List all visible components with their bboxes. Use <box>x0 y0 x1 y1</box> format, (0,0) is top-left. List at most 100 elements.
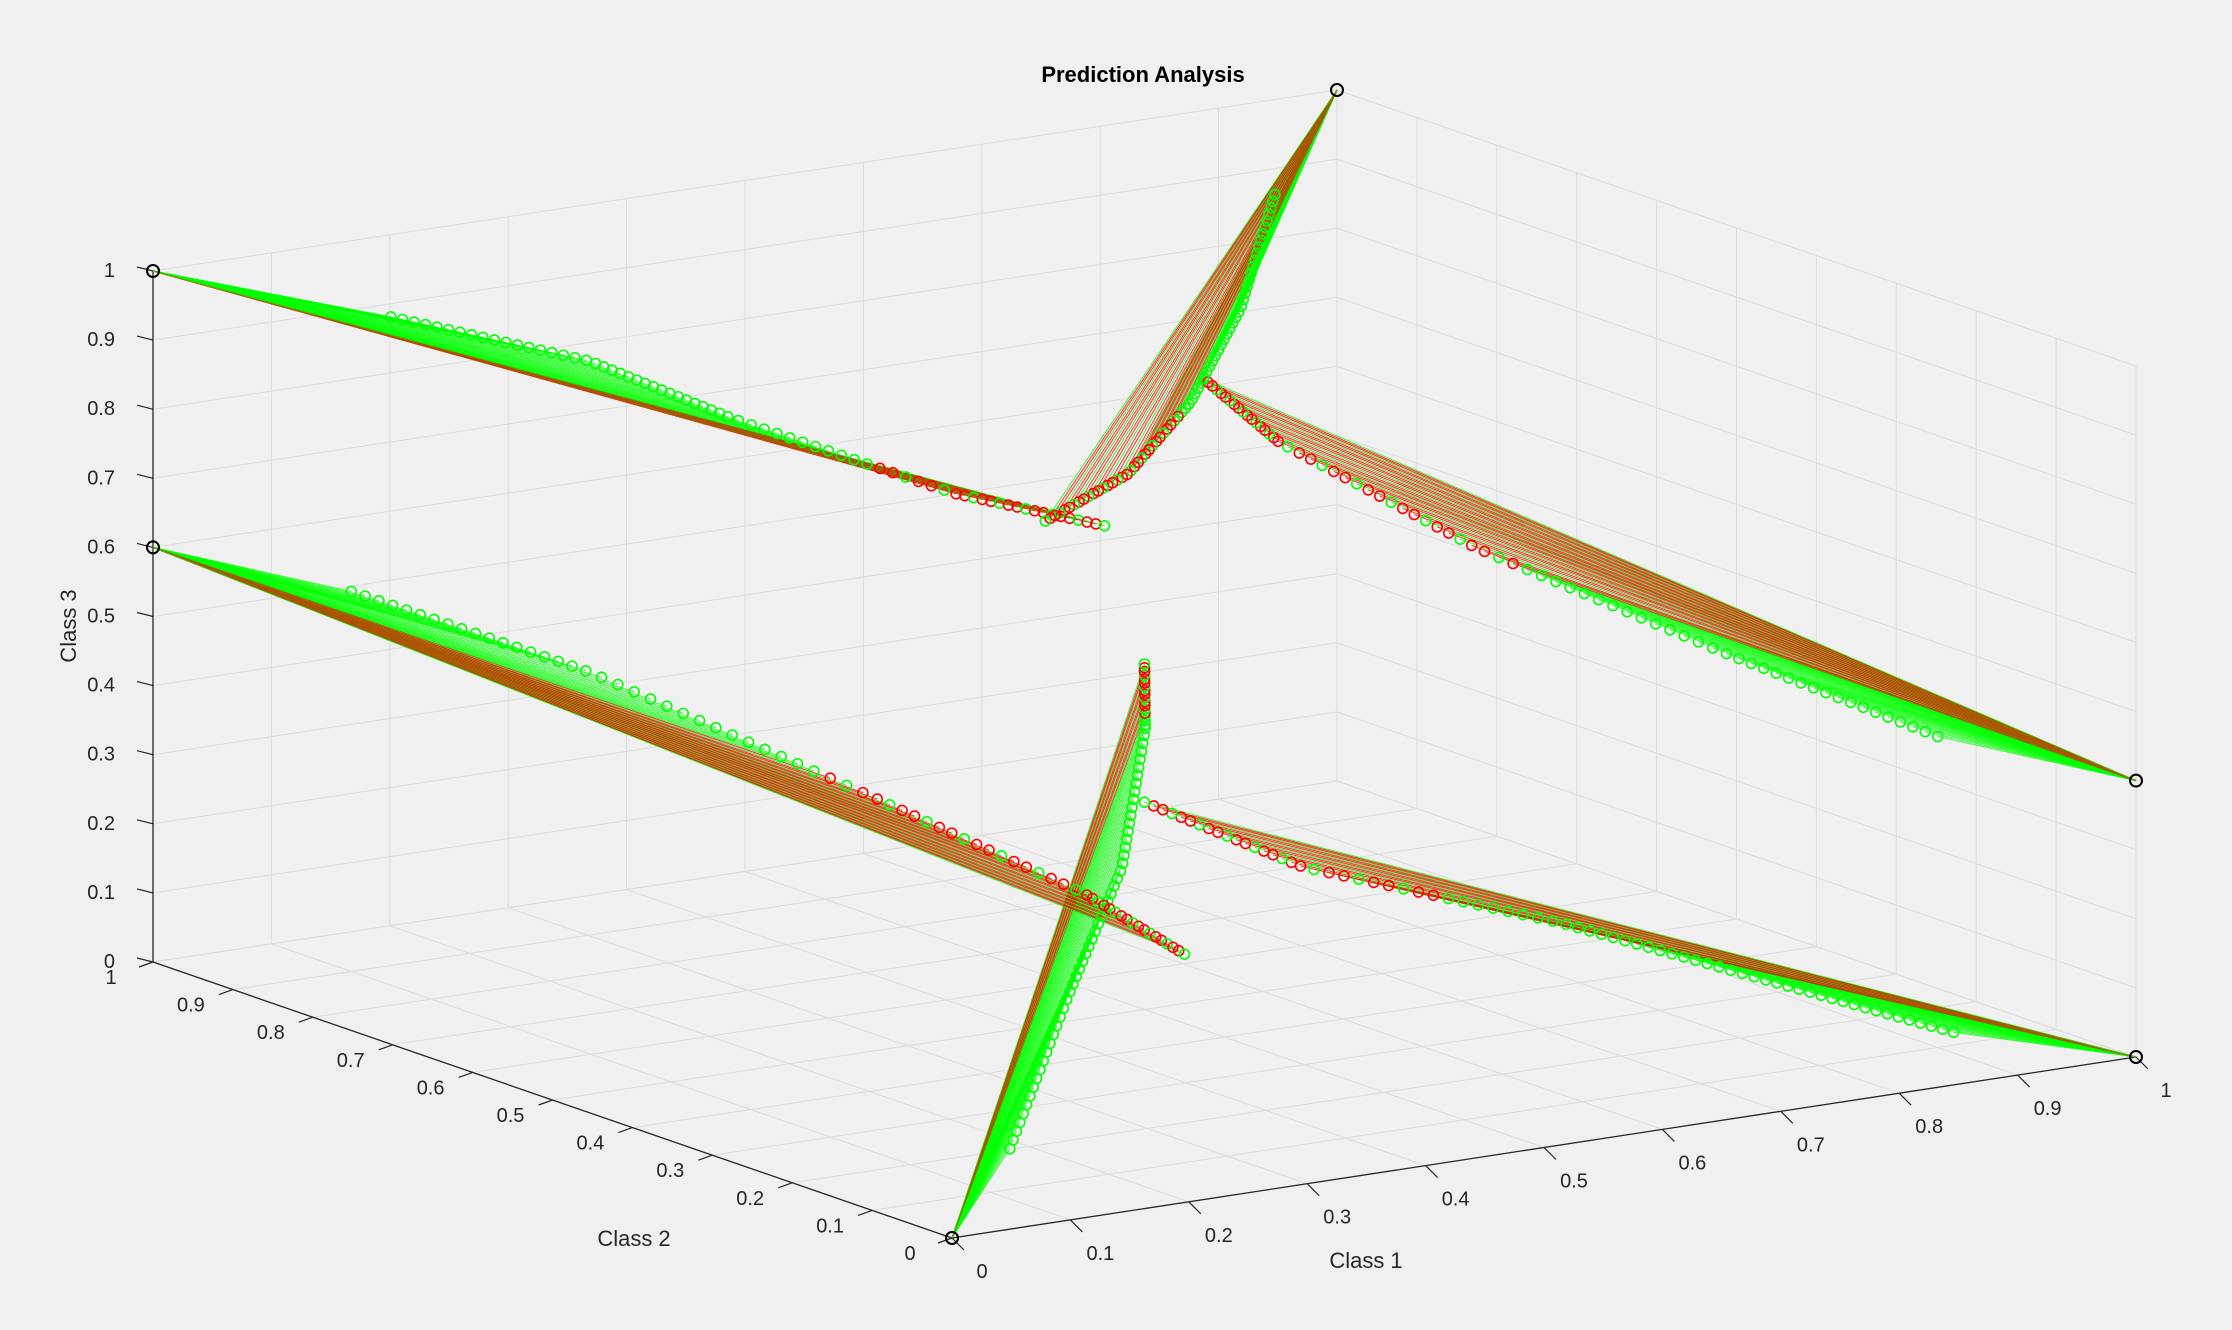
prediction-point <box>883 798 896 811</box>
prediction-point <box>1259 221 1271 234</box>
z-tick <box>136 335 154 341</box>
prediction-point <box>523 341 535 354</box>
prediction-point <box>677 707 689 720</box>
prediction-point <box>1936 1023 1949 1036</box>
prediction-point <box>721 410 734 423</box>
prediction-point <box>950 488 962 500</box>
prediction-point <box>1138 673 1151 685</box>
projection-line <box>152 270 1105 527</box>
prediction-point <box>1844 696 1857 709</box>
prediction-point <box>857 786 869 799</box>
prediction-point <box>1136 737 1149 750</box>
prediction-point <box>1560 918 1573 931</box>
prediction-point <box>1081 516 1093 528</box>
prediction-point <box>1011 501 1024 513</box>
prediction-point <box>1664 624 1676 636</box>
anchor-point <box>2129 773 2143 788</box>
prediction-point <box>1914 1017 1927 1029</box>
prediction-point <box>1832 691 1845 704</box>
prediction-point <box>1607 599 1619 612</box>
prediction-point <box>1098 899 1110 912</box>
prediction-point <box>373 594 385 607</box>
prediction-point <box>1859 1001 1872 1014</box>
prediction-point <box>710 721 722 734</box>
prediction-point <box>835 449 848 462</box>
prediction-point <box>1535 569 1548 582</box>
prediction-point <box>1804 986 1816 999</box>
prediction-point <box>1139 696 1151 708</box>
prediction-point <box>995 850 1008 862</box>
prediction-point <box>1882 711 1894 723</box>
prediction-point <box>1308 863 1320 876</box>
z-tick <box>136 404 154 410</box>
prediction-point <box>1478 545 1491 558</box>
x-tick-label: 0.1 <box>1086 1243 1114 1265</box>
prediction-point <box>1770 667 1783 679</box>
prediction-point <box>1114 865 1127 877</box>
prediction-point <box>732 414 745 427</box>
prediction-point <box>921 815 933 828</box>
prediction-point <box>1076 955 1089 968</box>
prediction-point <box>1079 948 1092 960</box>
prediction-point <box>775 750 787 763</box>
prediction-point <box>1257 228 1269 240</box>
chart-title: Prediction Analysis <box>1041 62 1244 87</box>
prediction-point <box>1095 910 1108 923</box>
x-tick-label: 0.7 <box>1797 1134 1825 1156</box>
prediction-point <box>791 758 804 770</box>
prediction-point <box>538 650 551 663</box>
prediction-point <box>1338 870 1350 882</box>
prediction-point <box>1815 989 1827 1002</box>
prediction-point <box>1215 338 1227 351</box>
prediction-point <box>1072 514 1085 526</box>
prediction-point <box>1507 557 1519 570</box>
prediction-point <box>1442 892 1455 905</box>
prediction-point <box>1837 995 1849 1008</box>
z-tick-label: 0.3 <box>87 744 115 766</box>
prediction-point <box>1267 195 1279 207</box>
prediction-point <box>414 608 427 621</box>
side-wall-grid-line <box>1336 296 2137 574</box>
prediction-point <box>1138 658 1151 670</box>
z-tick <box>136 750 154 756</box>
prediction-point <box>1396 502 1409 515</box>
prediction-point <box>758 423 770 436</box>
prediction-point <box>1595 928 1608 940</box>
prediction-point <box>933 821 946 834</box>
prediction-point <box>1126 917 1139 929</box>
floor-grid-line <box>232 808 1417 991</box>
prediction-point <box>871 793 884 805</box>
side-wall-grid-line <box>1336 158 2137 436</box>
prediction-point <box>557 349 570 362</box>
prediction-point <box>488 334 501 346</box>
prediction-point <box>1454 533 1467 546</box>
prediction-point <box>1123 817 1136 830</box>
y-tick <box>857 1209 873 1216</box>
prediction-point <box>1261 215 1273 227</box>
prediction-point <box>1807 681 1820 694</box>
back-wall-grid-line <box>152 89 1338 272</box>
prediction-point <box>1139 692 1151 704</box>
x-tick-label: 1 <box>2160 1080 2171 1102</box>
prediction-point <box>1063 512 1076 525</box>
prediction-point <box>1947 1026 1960 1039</box>
y-axis-label: Class 2 <box>597 1226 670 1251</box>
prediction-point <box>1126 801 1138 814</box>
y-tick <box>298 1016 314 1023</box>
z-tick-label: 1 <box>104 260 115 282</box>
z-tick <box>136 957 154 963</box>
prediction-point <box>500 336 512 349</box>
prediction-point <box>1178 948 1191 961</box>
y-tick-label: 0.9 <box>177 995 205 1017</box>
prediction-point <box>1086 892 1099 905</box>
prediction-point <box>1881 1007 1894 1020</box>
prediction-point <box>1353 873 1365 885</box>
prediction-point <box>1550 575 1562 588</box>
z-tick <box>136 266 154 272</box>
prediction-point <box>1382 879 1395 892</box>
y-tick <box>937 1237 953 1244</box>
prediction-point <box>1086 933 1098 945</box>
prediction-point <box>896 804 908 817</box>
prediction-point <box>1367 876 1380 889</box>
